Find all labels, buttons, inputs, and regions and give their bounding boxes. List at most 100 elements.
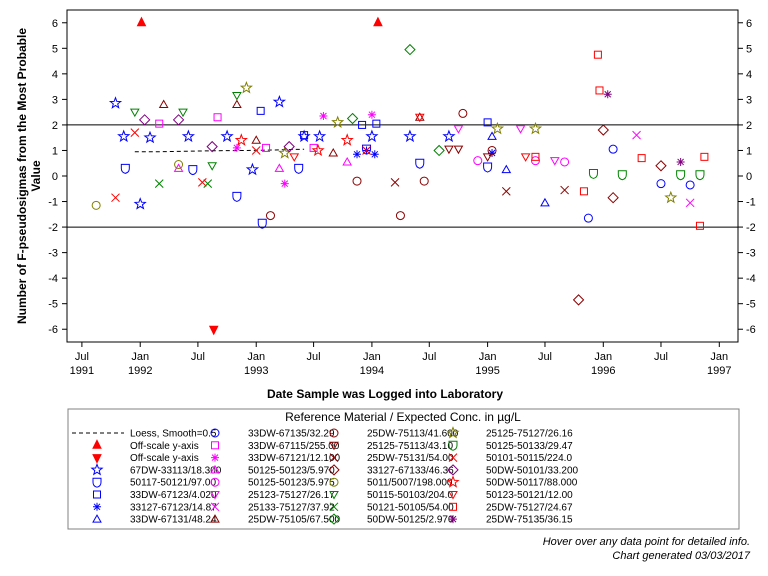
data-point[interactable] [482,153,493,162]
data-points[interactable] [91,43,709,306]
offscale-marker[interactable] [208,325,219,336]
data-point[interactable] [473,156,483,166]
data-point[interactable] [155,119,164,128]
data-point[interactable] [528,121,543,135]
data-point[interactable] [637,154,646,163]
data-point[interactable] [695,170,705,181]
data-point[interactable] [232,92,242,101]
data-point[interactable] [143,130,157,144]
data-point[interactable] [262,143,271,152]
data-point[interactable] [206,140,218,153]
data-point[interactable] [108,96,123,109]
data-point[interactable] [695,221,704,230]
data-point[interactable] [172,114,185,126]
data-point[interactable] [133,197,147,210]
data-point[interactable] [203,179,213,189]
data-point[interactable] [414,113,425,123]
data-point[interactable] [130,128,140,137]
data-point[interactable] [453,125,464,134]
data-point[interactable] [232,143,241,152]
data-point[interactable] [617,170,627,181]
data-point[interactable] [415,158,425,169]
data-point[interactable] [265,211,275,221]
data-point[interactable] [419,176,429,186]
data-point[interactable] [403,129,417,143]
data-point[interactable] [313,129,327,143]
data-point[interactable] [395,211,405,221]
data-point[interactable] [289,153,300,162]
data-point[interactable] [685,180,695,190]
data-point[interactable] [358,120,367,129]
data-point[interactable] [256,106,265,115]
data-point[interactable] [158,99,169,108]
data-point[interactable] [483,118,492,127]
data-point[interactable] [272,94,287,108]
data-point[interactable] [560,185,569,195]
data-point[interactable] [501,164,512,174]
data-point[interactable] [188,165,198,176]
offscale-markers[interactable] [136,16,383,336]
data-point[interactable] [390,178,400,187]
data-point[interactable] [515,125,526,134]
offscale-marker[interactable] [373,16,383,27]
data-point[interactable] [331,115,345,128]
data-point[interactable] [207,162,218,171]
data-point[interactable] [274,163,285,172]
data-point[interactable] [294,163,304,174]
data-point[interactable] [178,108,188,118]
data-point[interactable] [685,198,695,208]
data-point[interactable] [220,129,234,143]
data-point[interactable] [700,152,709,161]
data-point[interactable] [245,162,260,176]
data-point[interactable] [111,193,120,203]
data-point[interactable] [608,144,618,154]
data-point[interactable] [340,133,354,146]
data-point[interactable] [197,178,207,187]
data-point[interactable] [232,191,242,202]
data-point[interactable] [656,179,666,189]
data-point[interactable] [442,129,456,143]
data-point[interactable] [531,152,540,161]
offscale-marker[interactable] [136,16,147,27]
data-point[interactable] [483,162,493,173]
data-point[interactable] [319,111,328,120]
data-point[interactable] [540,197,550,207]
data-point[interactable] [138,114,151,126]
data-point[interactable] [251,135,262,144]
data-point[interactable] [117,129,131,143]
data-point[interactable] [372,119,381,128]
data-point[interactable] [676,170,686,181]
data-point[interactable] [664,190,678,204]
data-point[interactable] [549,157,560,166]
data-point[interactable] [593,50,602,59]
data-point[interactable] [300,131,309,140]
data-point[interactable] [453,145,464,155]
data-point[interactable] [370,150,379,159]
data-point[interactable] [129,108,140,118]
data-point[interactable] [213,113,222,122]
data-point[interactable] [444,145,454,155]
data-point[interactable] [676,157,685,166]
data-point[interactable] [328,148,339,157]
data-point[interactable] [280,179,289,188]
data-point[interactable] [655,160,667,172]
data-point[interactable] [607,192,619,204]
data-point[interactable] [632,130,641,140]
data-point[interactable] [487,145,497,155]
data-point[interactable] [283,140,295,153]
data-point[interactable] [487,131,497,140]
data-point[interactable] [433,144,445,157]
data-point[interactable] [588,168,598,179]
data-point[interactable] [309,143,318,152]
data-point[interactable] [488,149,497,158]
data-point[interactable] [595,86,604,95]
data-point[interactable] [404,43,416,56]
data-point[interactable] [367,110,376,119]
data-point[interactable] [579,187,588,196]
data-point[interactable] [278,146,292,159]
data-point[interactable] [353,150,362,159]
data-point[interactable] [311,143,325,157]
data-point[interactable] [352,176,362,186]
data-point[interactable] [154,179,164,189]
data-point[interactable] [239,81,253,94]
